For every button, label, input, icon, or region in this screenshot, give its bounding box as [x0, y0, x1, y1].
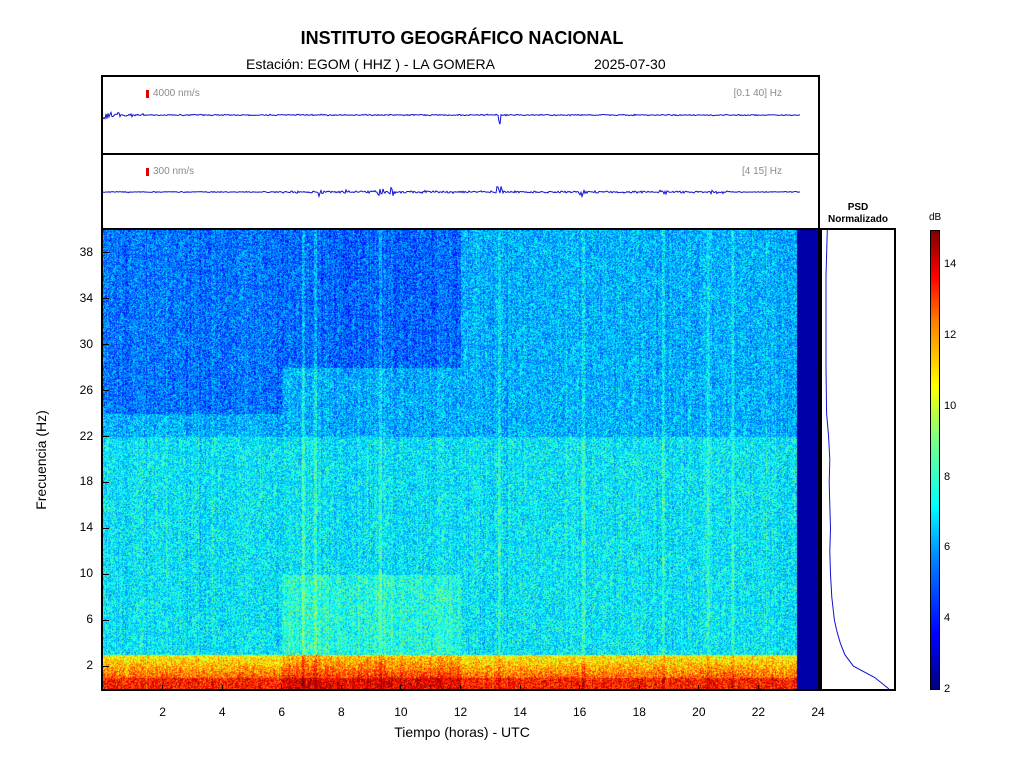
y-axis-title: Frecuencia (Hz): [33, 410, 49, 510]
y-tick-label: 22: [79, 428, 93, 443]
colorbar-tick-label: 14: [944, 258, 957, 271]
y-tick-label: 26: [79, 382, 93, 397]
trace-band-label: [4 15] Hz: [741, 166, 782, 177]
psd-curve: [825, 229, 890, 690]
x-tick-mark: [817, 685, 819, 691]
y-tick-mark: [103, 665, 109, 667]
y-tick-mark: [103, 298, 109, 300]
trace-filtered-panel: 300 nm/s [4 15] Hz: [101, 153, 820, 230]
spectrogram-plot: [101, 228, 820, 691]
x-axis-title: Tiempo (horas) - UTC: [394, 724, 530, 740]
colorbar: [930, 230, 940, 690]
x-tick-mark: [519, 685, 521, 691]
y-tick-label: 30: [79, 336, 93, 351]
x-tick-label: 18: [632, 705, 646, 719]
trace-scale-bar: [146, 90, 149, 98]
x-tick-mark: [579, 685, 581, 691]
x-tick-mark: [162, 685, 164, 691]
trace-amplitude-label: 4000 nm/s: [153, 88, 200, 99]
psd-title: PSD Normalizado: [827, 202, 888, 225]
x-tick-label: 16: [572, 705, 587, 719]
x-tick-mark: [698, 685, 700, 691]
psd-panel: [820, 228, 896, 691]
y-tick-label: 34: [79, 290, 93, 305]
x-tick-label: 20: [692, 705, 706, 719]
trace-band-label: [0.1 40] Hz: [733, 88, 782, 99]
x-tick-label: 2: [159, 705, 166, 719]
colorbar-tick-label: 12: [944, 329, 957, 342]
trace-scale-bar: [146, 168, 149, 176]
trace-broadband-panel: 4000 nm/s [0.1 40] Hz: [101, 75, 820, 155]
y-tick-label: 14: [79, 520, 93, 535]
x-tick-mark: [400, 685, 402, 691]
y-tick-label: 18: [79, 474, 93, 489]
station-label: Estación: EGOM ( HHZ ) - LA GOMERA: [246, 56, 495, 72]
x-tick-label: 6: [278, 705, 286, 719]
x-tick-mark: [281, 685, 283, 691]
y-tick-mark: [103, 390, 109, 392]
trace-amplitude-label: 300 nm/s: [153, 166, 195, 177]
y-tick-mark: [103, 481, 109, 483]
x-tick-label: 12: [453, 705, 468, 719]
date-label: 2025-07-30: [594, 56, 666, 72]
colorbar-unit: dB: [929, 212, 942, 223]
trace-waveform: [103, 110, 801, 125]
colorbar-tick-label: 8: [944, 470, 951, 483]
y-tick-mark: [103, 619, 109, 621]
x-tick-label: 24: [811, 705, 825, 719]
trace-waveform: [103, 186, 801, 199]
x-tick-label: 14: [513, 705, 527, 719]
y-tick-mark: [103, 252, 109, 254]
x-tick-mark: [638, 685, 640, 691]
colorbar-tick-label: 4: [944, 612, 951, 625]
x-tick-label: 10: [394, 705, 408, 719]
chart-title: INSTITUTO GEOGRÁFICO NACIONAL: [300, 28, 624, 48]
x-tick-label: 22: [751, 705, 766, 719]
x-tick-mark: [460, 685, 461, 691]
x-tick-mark: [221, 685, 223, 691]
y-tick-label: 6: [86, 612, 93, 627]
y-tick-label: 2: [86, 658, 93, 673]
y-tick-label: 38: [79, 244, 93, 259]
x-tick-mark: [757, 685, 759, 691]
colorbar-tick-label: 2: [944, 683, 951, 695]
colorbar-tick-label: 10: [944, 399, 957, 412]
y-tick-mark: [103, 344, 109, 346]
colorbar-tick-label: 6: [944, 541, 951, 554]
x-tick-label: 4: [218, 705, 226, 719]
x-tick-mark: [340, 685, 342, 691]
y-tick-mark: [103, 573, 109, 575]
y-tick-mark: [103, 436, 109, 438]
y-tick-mark: [103, 527, 109, 529]
y-tick-label: 10: [79, 566, 93, 581]
x-tick-label: 8: [337, 705, 345, 719]
